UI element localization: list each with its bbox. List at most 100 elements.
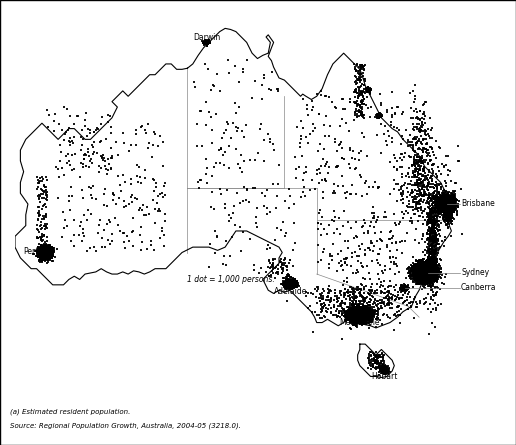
Point [288,278,296,285]
Point [357,308,365,315]
Point [39,247,47,254]
Point [427,230,436,237]
Point [430,236,439,243]
Point [425,267,433,274]
Point [43,253,52,260]
Point [409,269,417,276]
Point [426,265,434,272]
Point [431,181,439,188]
Point [429,282,438,289]
Point [286,280,295,287]
Point [281,259,289,267]
Point [359,307,367,314]
Point [349,308,357,315]
Point [420,267,428,275]
Point [443,216,452,223]
Point [357,310,365,317]
Point [35,251,43,258]
Point [414,270,422,277]
Point [439,202,447,210]
Point [429,281,438,288]
Point [428,241,437,248]
Point [344,218,352,225]
Point [104,119,112,126]
Point [44,252,52,259]
Point [429,260,438,267]
Point [443,197,451,204]
Point [357,104,365,111]
Point [357,310,365,317]
Point [320,133,329,140]
Point [348,309,357,316]
Point [417,268,426,275]
Point [440,208,448,215]
Point [443,201,451,208]
Point [45,245,53,252]
Point [357,306,365,313]
Point [351,307,360,315]
Point [349,307,357,314]
Point [362,316,370,323]
Point [437,203,445,210]
Point [360,307,368,314]
Point [353,307,362,315]
Point [442,202,450,210]
Point [440,201,448,208]
Point [98,235,106,242]
Point [427,259,436,266]
Point [434,203,443,210]
Point [416,126,425,133]
Point [443,198,452,205]
Point [43,250,52,257]
Point [358,307,366,314]
Point [365,299,373,306]
Point [444,196,452,203]
Point [351,310,360,317]
Point [356,312,364,319]
Point [288,278,296,285]
Point [378,367,386,374]
Point [439,199,447,206]
Point [286,281,294,288]
Point [443,196,452,203]
Point [361,316,369,324]
Point [419,267,427,275]
Point [415,269,424,276]
Point [40,251,49,258]
Point [41,247,50,254]
Point [441,201,449,208]
Point [443,201,451,208]
Point [421,275,429,282]
Point [36,247,44,255]
Point [38,251,46,258]
Point [414,267,422,274]
Point [120,239,128,246]
Point [345,99,353,106]
Point [426,268,434,275]
Point [288,279,296,287]
Point [289,280,298,287]
Point [444,194,453,201]
Point [429,259,438,267]
Point [429,216,438,223]
Point [447,207,456,214]
Point [354,73,363,81]
Point [415,275,423,282]
Point [420,261,428,268]
Point [45,255,53,262]
Point [59,104,68,111]
Point [430,269,439,276]
Point [322,178,330,185]
Point [420,275,428,282]
Point [425,272,433,279]
Point [421,268,429,275]
Point [444,216,453,223]
Point [401,283,410,291]
Point [41,247,50,254]
Point [364,306,372,313]
Point [431,182,440,189]
Point [354,310,363,317]
Point [350,310,359,317]
Point [354,305,362,312]
Point [365,309,373,316]
